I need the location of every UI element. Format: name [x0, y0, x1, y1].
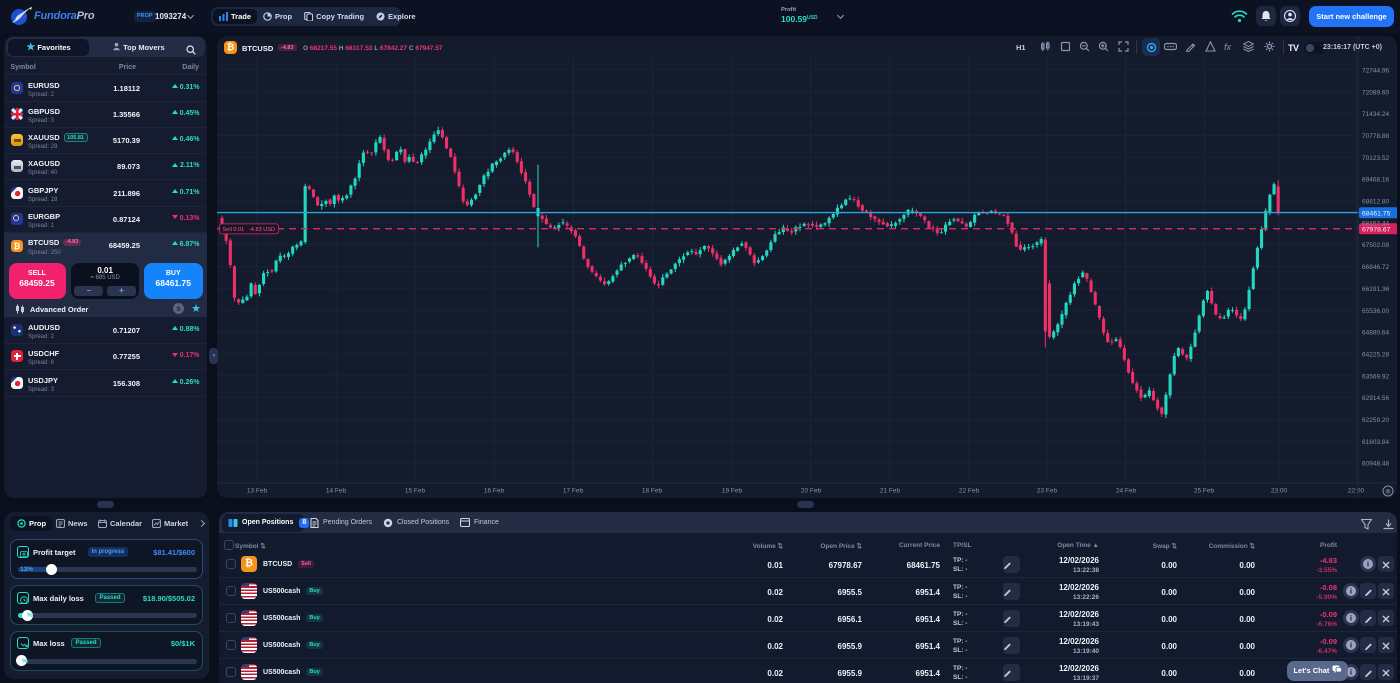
svg-text:66191.36: 66191.36 — [1362, 286, 1389, 293]
svg-text:16 Feb: 16 Feb — [484, 488, 505, 495]
svg-text:65536.00: 65536.00 — [1362, 308, 1389, 315]
svg-text:13 Feb: 13 Feb — [247, 488, 268, 495]
svg-text:63569.92: 63569.92 — [1362, 373, 1389, 380]
svg-text:70778.88: 70778.88 — [1362, 133, 1389, 140]
svg-text:23:00: 23:00 — [1271, 488, 1288, 495]
svg-text:24 Feb: 24 Feb — [1116, 488, 1137, 495]
svg-text:21 Feb: 21 Feb — [880, 488, 901, 495]
svg-text:22:00: 22:00 — [1348, 488, 1365, 495]
svg-text:19 Feb: 19 Feb — [722, 488, 743, 495]
svg-text:14 Feb: 14 Feb — [326, 488, 347, 495]
svg-text:62914.56: 62914.56 — [1362, 395, 1389, 402]
svg-text:64880.64: 64880.64 — [1362, 330, 1389, 337]
svg-text:Sell 0.01 -4.83 USD: Sell 0.01 -4.83 USD — [223, 227, 276, 233]
svg-text:72744.96: 72744.96 — [1362, 67, 1389, 74]
svg-text:68812.80: 68812.80 — [1362, 199, 1389, 206]
svg-text:20 Feb: 20 Feb — [801, 488, 822, 495]
svg-text:70123.52: 70123.52 — [1362, 155, 1389, 162]
svg-text:23 Feb: 23 Feb — [1037, 488, 1058, 495]
svg-text:72089.60: 72089.60 — [1362, 89, 1389, 96]
svg-text:22 Feb: 22 Feb — [959, 488, 980, 495]
svg-text:60948.48: 60948.48 — [1362, 461, 1389, 468]
svg-text:15 Feb: 15 Feb — [405, 488, 426, 495]
svg-text:17 Feb: 17 Feb — [563, 488, 584, 495]
svg-text:67502.08: 67502.08 — [1362, 242, 1389, 249]
svg-text:67978.67: 67978.67 — [1362, 227, 1391, 234]
svg-text:62259.20: 62259.20 — [1362, 417, 1389, 424]
svg-text:68461.75: 68461.75 — [1362, 210, 1391, 217]
svg-text:69468.16: 69468.16 — [1362, 177, 1389, 184]
svg-text:⊗: ⊗ — [1385, 489, 1391, 496]
svg-text:61603.84: 61603.84 — [1362, 439, 1389, 446]
svg-text:25 Feb: 25 Feb — [1194, 488, 1215, 495]
svg-text:fx: fx — [1224, 42, 1232, 52]
svg-text:18 Feb: 18 Feb — [642, 488, 663, 495]
svg-text:66846.72: 66846.72 — [1362, 264, 1389, 271]
svg-text:71434.24: 71434.24 — [1362, 111, 1389, 118]
svg-text:68157.44: 68157.44 — [1362, 220, 1389, 227]
svg-text:64225.28: 64225.28 — [1362, 352, 1389, 359]
